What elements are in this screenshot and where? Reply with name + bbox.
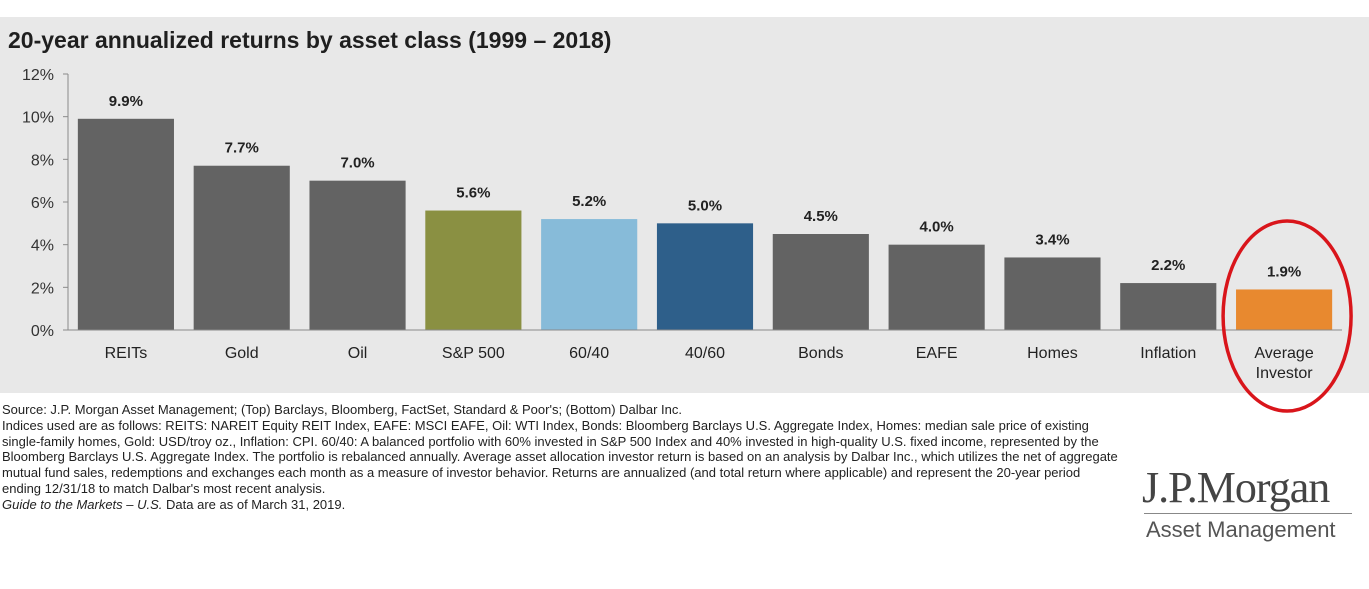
- indices-note: Indices used are as follows: REITS: NARE…: [2, 417, 1118, 496]
- bar: [425, 210, 522, 330]
- logo-subtitle: Asset Management: [1146, 517, 1336, 542]
- data-label: 5.0%: [688, 197, 722, 214]
- y-tick-label: 8%: [31, 152, 54, 169]
- x-tick-label: Bonds: [798, 345, 843, 362]
- guide-title: Guide to the Markets – U.S.: [2, 496, 163, 512]
- data-label: 4.5%: [804, 208, 838, 225]
- highlight-circle: [1221, 219, 1353, 413]
- logo-wordmark: J.P.Morgan: [1142, 463, 1330, 512]
- x-tick-label: S&P 500: [442, 345, 505, 362]
- x-tick-label: Gold: [225, 345, 259, 362]
- bar: [888, 244, 985, 330]
- logo-divider: [1144, 513, 1352, 514]
- bar: [1004, 257, 1101, 330]
- chart-title: 20-year annualized returns by asset clas…: [8, 27, 612, 53]
- guide-date: Data are as of March 31, 2019.: [162, 496, 346, 512]
- x-tick-label: Oil: [348, 345, 368, 362]
- y-tick-label: 0%: [31, 323, 54, 340]
- guide-note: Guide to the Markets – U.S. Data are as …: [2, 497, 1122, 513]
- x-tick-label: Homes: [1027, 345, 1078, 362]
- y-tick-label: 12%: [22, 67, 54, 84]
- y-tick-label: 2%: [31, 280, 54, 297]
- data-label: 7.7%: [225, 140, 259, 157]
- x-tick-label: Average: [1254, 345, 1313, 362]
- x-tick-label: REITs: [105, 345, 148, 362]
- bar: [193, 165, 290, 330]
- x-tick-label: 60/40: [569, 345, 609, 362]
- bar: [1120, 283, 1217, 330]
- data-label: 2.2%: [1151, 257, 1185, 274]
- bar: [772, 234, 869, 330]
- y-tick-label: 6%: [31, 195, 54, 212]
- y-tick-label: 10%: [22, 110, 54, 127]
- x-tick-label: Inflation: [1140, 345, 1196, 362]
- x-tick-label: EAFE: [916, 345, 958, 362]
- bar-chart: 0% 2% 4% 6% 8% 10% 12% 9.9% REITs 7.7% Gold 7.0% Oil…: [22, 67, 1353, 413]
- data-label: 1.9%: [1267, 263, 1301, 280]
- x-tick-label: 40/60: [685, 345, 725, 362]
- data-label: 5.6%: [456, 185, 490, 202]
- footnotes: Source: J.P. Morgan Asset Management; (T…: [2, 402, 1122, 513]
- data-label: 7.0%: [340, 155, 374, 172]
- source-note: Source: J.P. Morgan Asset Management; (T…: [2, 402, 682, 417]
- data-label: 9.9%: [109, 93, 143, 110]
- y-tick-label: 4%: [31, 238, 54, 255]
- data-label: 3.4%: [1035, 231, 1069, 248]
- bar: [77, 118, 174, 330]
- bar: [1236, 289, 1333, 330]
- data-label: 4.0%: [920, 219, 954, 236]
- data-label: 5.2%: [572, 193, 606, 210]
- x-tick-label: Investor: [1256, 365, 1314, 382]
- bar: [309, 180, 406, 330]
- bar: [656, 223, 754, 330]
- jpmorgan-logo: J.P.Morgan Asset Management: [1142, 466, 1362, 542]
- bar: [541, 219, 638, 330]
